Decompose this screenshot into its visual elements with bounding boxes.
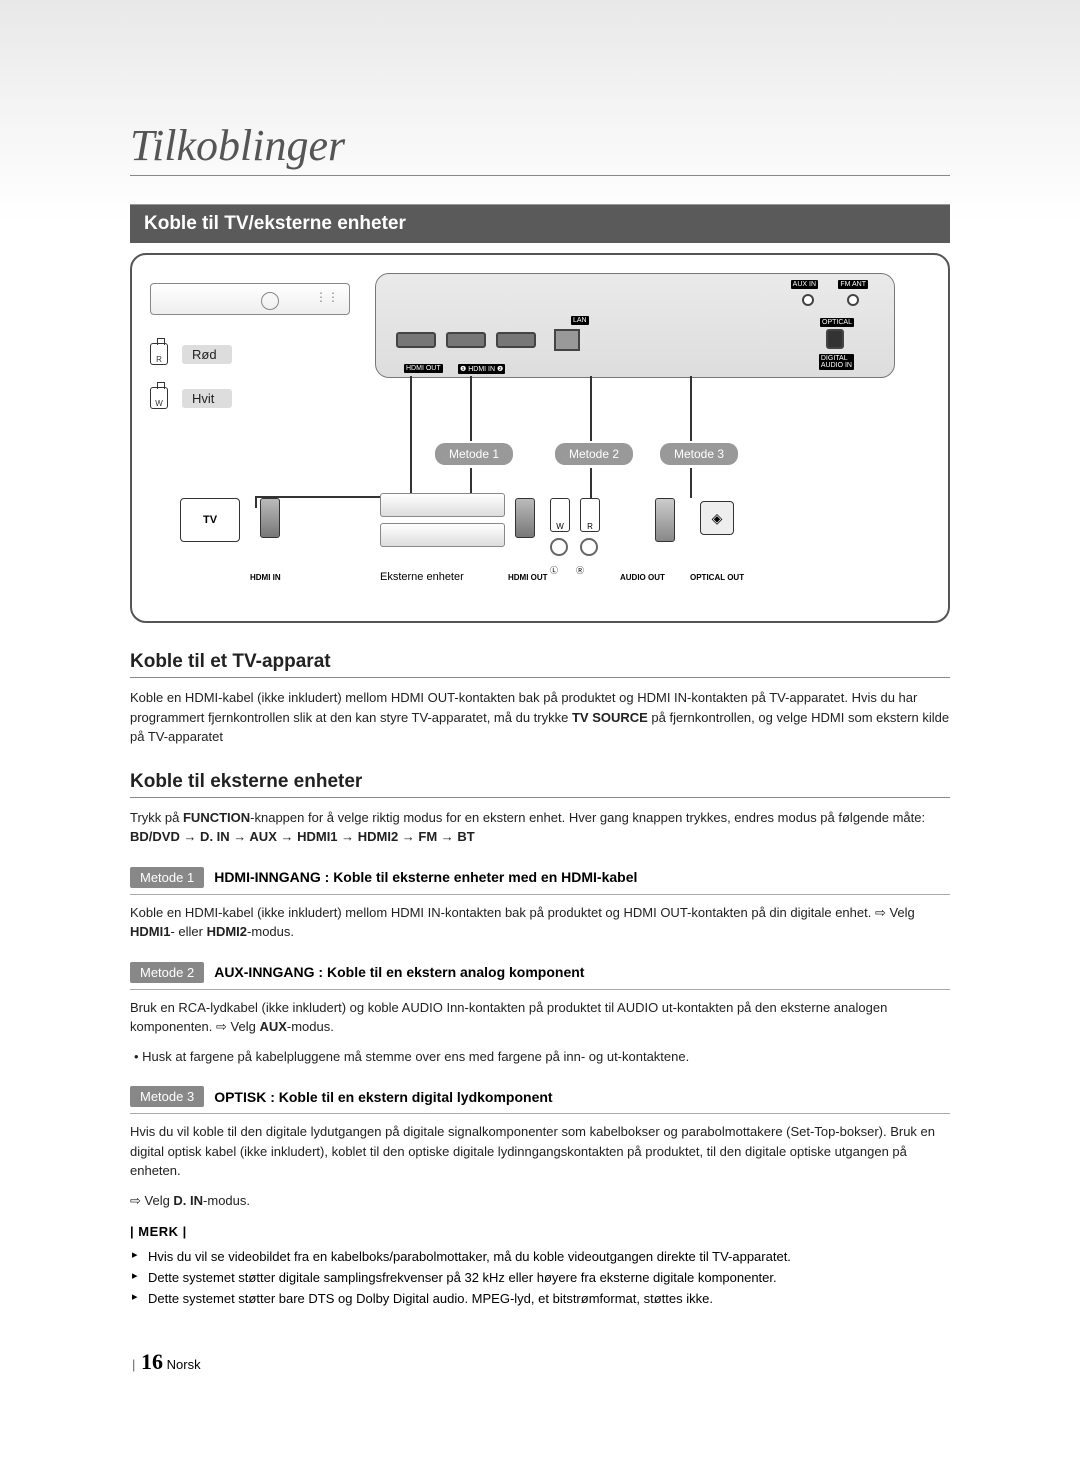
- method1-title: HDMI-INNGANG : Koble til eksterne enhete…: [214, 869, 637, 885]
- aux-in-port-icon: [802, 294, 814, 306]
- note-item: Dette systemet støtter bare DTS og Dolby…: [132, 1289, 950, 1310]
- port-label: FM ANT: [838, 280, 868, 289]
- method3-heading: Metode 3 OPTISK : Koble til en ekstern d…: [130, 1080, 950, 1114]
- hdmi-plug-icon: [515, 498, 535, 538]
- page-lang: Norsk: [167, 1357, 201, 1372]
- optical-plug-icon: [655, 498, 675, 542]
- cable-line: [590, 468, 592, 498]
- method3-mode: ⇨ Velg D. IN-modus.: [130, 1191, 950, 1211]
- method3-badge: Metode 3: [130, 1086, 204, 1107]
- tv-icon: TV: [180, 498, 240, 542]
- label-audio-out: AUDIO OUT: [620, 573, 665, 582]
- hdmi-in2-port-icon: [496, 332, 536, 348]
- note-item: Hvis du vil se videobildet fra en kabelb…: [132, 1247, 950, 1268]
- para-function: Trykk på FUNCTION-knappen for å velge ri…: [130, 808, 950, 847]
- method2-badge: Metode 2: [130, 962, 204, 983]
- port-label: HDMI OUT: [404, 364, 443, 373]
- optical-port-icon: [826, 329, 844, 349]
- cable-line: [255, 496, 257, 508]
- page-footer: | 16 Norsk: [130, 1349, 950, 1375]
- port-label: ❶ HDMI IN ❷: [458, 364, 505, 374]
- hdmi-out-port-icon: [396, 332, 436, 348]
- port-label: AUX IN: [791, 280, 818, 289]
- cable-line: [410, 376, 412, 496]
- method2-title: AUX-INNGANG : Koble til en ekstern analo…: [214, 964, 584, 980]
- method1-text: Koble en HDMI-kabel (ikke inkludert) mel…: [130, 903, 950, 942]
- color-legend: R Rød W Hvit: [150, 343, 232, 409]
- note-label: | MERK |: [130, 1224, 950, 1239]
- port-label: OPTICAL: [820, 318, 854, 327]
- lan-port-icon: [554, 329, 580, 351]
- label-hdmi-out: HDMI OUT: [508, 573, 548, 582]
- label-optical-out: OPTICAL OUT: [690, 573, 744, 582]
- method3-text: Hvis du vil koble til den digitale lydut…: [130, 1122, 950, 1181]
- fm-ant-port-icon: [847, 294, 859, 306]
- legend-white-label: Hvit: [182, 389, 232, 408]
- method1-badge: Metode 1: [130, 867, 204, 888]
- rca-plugs-icon: W R: [550, 498, 600, 532]
- plug-icon: W: [150, 387, 168, 409]
- para-tv: Koble en HDMI-kabel (ikke inkludert) mel…: [130, 688, 950, 747]
- back-panel-icon: HDMI OUT ❶ HDMI IN ❷ LAN AUX IN FM ANT O…: [375, 273, 895, 378]
- plug-icon: R: [150, 343, 168, 365]
- front-panel-icon: [150, 283, 350, 315]
- method3-pill: Metode 3: [660, 443, 738, 465]
- connection-diagram: HDMI OUT ❶ HDMI IN ❷ LAN AUX IN FM ANT O…: [130, 253, 950, 623]
- port-label: LAN: [571, 316, 589, 325]
- method2-bullet: • Husk at fargene på kabelpluggene må st…: [134, 1047, 950, 1067]
- method3-title: OPTISK : Koble til en ekstern digital ly…: [214, 1089, 552, 1105]
- method2-text: Bruk en RCA-lydkabel (ikke inkludert) og…: [130, 998, 950, 1037]
- cable-line: [590, 376, 592, 441]
- hdmi-in1-port-icon: [446, 332, 486, 348]
- method1-heading: Metode 1 HDMI-INNGANG : Koble til ekster…: [130, 861, 950, 895]
- note-item: Dette systemet støtter digitale sampling…: [132, 1268, 950, 1289]
- chapter-title: Tilkoblinger: [130, 120, 950, 176]
- cable-line: [690, 376, 692, 441]
- hdmi-plug-icon: [260, 498, 280, 538]
- section-bar: Koble til TV/eksterne enheter: [130, 204, 950, 243]
- method1-pill: Metode 1: [435, 443, 513, 465]
- method2-pill: Metode 2: [555, 443, 633, 465]
- subhead-tv: Koble til et TV-apparat: [130, 651, 950, 678]
- cable-line: [690, 468, 692, 498]
- rca-jacks-icon: [550, 538, 598, 556]
- lr-labels: ⓁⓇ: [550, 565, 584, 576]
- optical-device-icon: ◈: [700, 501, 734, 535]
- label-ext-devices: Eksterne enheter: [380, 571, 464, 583]
- external-devices-icon: [380, 493, 505, 553]
- subhead-ext: Koble til eksterne enheter: [130, 771, 950, 798]
- page-number: 16: [141, 1349, 163, 1374]
- port-label: DIGITALAUDIO IN: [819, 354, 854, 370]
- cable-line: [470, 376, 472, 441]
- method2-heading: Metode 2 AUX-INNGANG : Koble til en ekst…: [130, 956, 950, 990]
- legend-red-label: Rød: [182, 345, 232, 364]
- notes-list: Hvis du vil se videobildet fra en kabelb…: [130, 1247, 950, 1309]
- label-hdmi-in: HDMI IN: [250, 573, 281, 582]
